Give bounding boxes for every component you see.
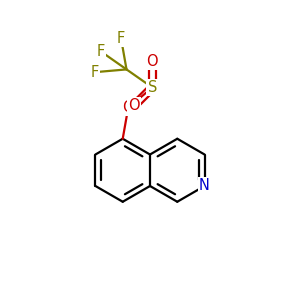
Text: F: F [97,44,105,59]
Text: S: S [148,80,157,95]
Text: F: F [117,31,125,46]
Text: O: O [122,100,134,115]
Text: O: O [146,54,158,69]
Text: F: F [91,65,99,80]
Text: N: N [199,178,210,194]
Text: O: O [128,98,140,113]
